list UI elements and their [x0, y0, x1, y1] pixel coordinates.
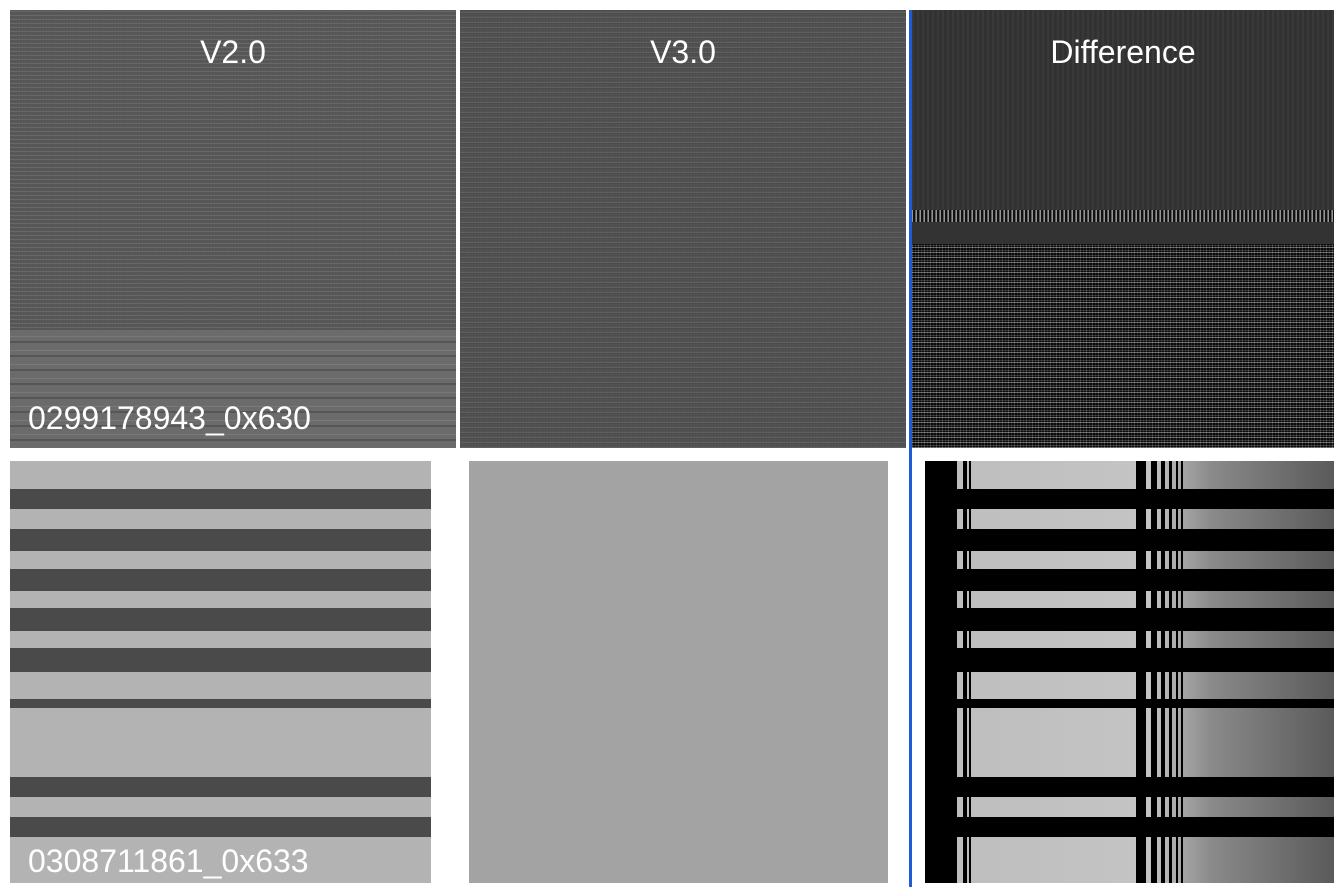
stripe [10, 648, 431, 672]
diff-vertical-line [1136, 461, 1146, 883]
diff-noise-band [912, 210, 1334, 222]
stripe [10, 699, 431, 708]
difference-image-row1: Difference [912, 10, 1334, 448]
diff-vertical-line [963, 461, 967, 883]
v2-lower-region [10, 330, 456, 448]
stripe [10, 777, 431, 797]
v3-column-title: V3.0 [650, 34, 716, 70]
v3-image-row2 [469, 461, 888, 883]
diff-vertical-line [969, 461, 971, 883]
diff-vertical-line [1181, 461, 1183, 883]
v2-image-row2: 0308711861_0x633 [10, 461, 431, 883]
diff-horizontal-band [925, 489, 1334, 509]
diff-horizontal-band [925, 569, 1334, 591]
stripe [10, 608, 431, 631]
diff-noise-region [912, 244, 1334, 448]
stripe [10, 489, 431, 509]
v2-column-title: V2.0 [200, 34, 266, 70]
diff-horizontal-band [925, 777, 1334, 797]
diff-flat-band [912, 222, 1334, 244]
diff-vertical-line [1161, 461, 1165, 883]
diff-horizontal-band [925, 817, 1334, 837]
diff-horizontal-band [925, 648, 1334, 672]
stripe [10, 529, 431, 551]
diff-vertical-line [1169, 461, 1172, 883]
stripe [10, 817, 431, 837]
v2-image-row1: V2.0 0299178943_0x630 [10, 10, 456, 448]
diff-flat-region [912, 10, 1334, 210]
stripe [10, 569, 431, 591]
diff-vertical-line [1176, 461, 1178, 883]
diff-horizontal-band [925, 608, 1334, 631]
diff-horizontal-band [925, 699, 1334, 708]
v3-image-row1: V3.0 [460, 10, 906, 448]
column-divider [909, 10, 912, 887]
row1-id-label: 0299178943_0x630 [28, 400, 311, 436]
diff-vertical-line [1151, 461, 1157, 883]
row2-id-label: 0308711861_0x633 [28, 843, 309, 879]
difference-column-title: Difference [1050, 34, 1196, 70]
diff-horizontal-band [925, 529, 1334, 551]
difference-image-row2 [925, 461, 1334, 883]
